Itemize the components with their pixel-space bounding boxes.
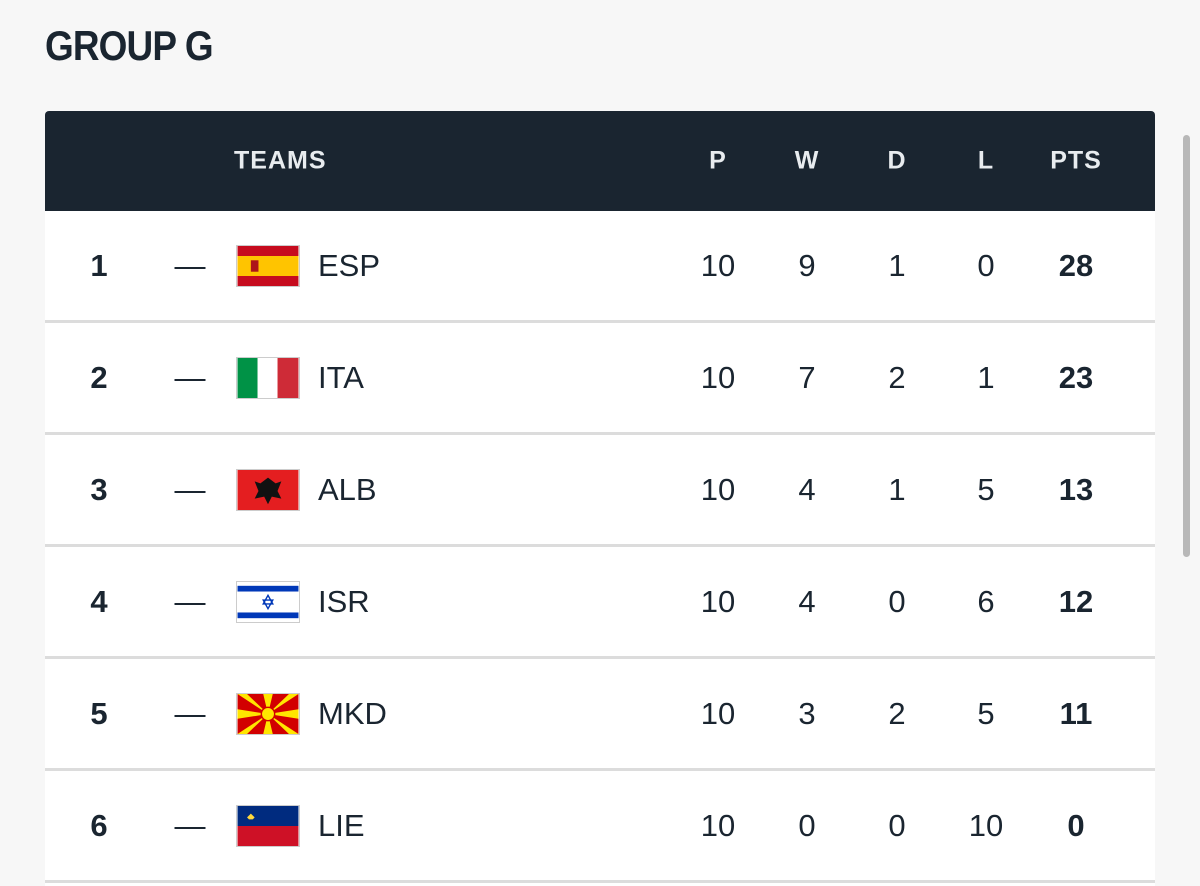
table-row: 1— ESP 10 9 1 0 28 [45,211,1155,323]
flag [236,245,300,287]
points: 23 [1058,360,1094,395]
movement: — [174,248,206,283]
played: 10 [700,472,736,507]
points: 11 [1059,696,1093,731]
flag [236,581,300,623]
table-row: 6 — LIE 10 0 0 10 0 [45,771,1155,883]
team: ALB [318,472,377,507]
flag [236,693,300,735]
column-header: D [887,146,907,175]
won: 0 [798,808,816,843]
drawn: 2 [888,360,906,395]
lost: 1 [977,360,995,395]
movement: — [174,472,206,507]
movement: — [174,696,206,731]
team: ISR [318,584,370,619]
movement: — [174,584,206,619]
points: 28 [1058,248,1094,283]
team: ESP [318,248,381,283]
drawn: 0 [888,584,906,619]
drawn: 1 [888,248,906,283]
column-header: P [709,146,727,175]
played: 10 [700,584,736,619]
flag [236,805,300,847]
drawn: 0 [888,808,906,843]
table-row: 2 — ITA 10 7 2 1 23 [45,323,1155,435]
lost: 5 [977,472,995,507]
lost: 0 [977,248,995,283]
flag [236,469,300,511]
played: 10 [700,360,736,395]
played: 10 [700,248,736,283]
column-header: TEAMS [234,146,327,175]
rank: 3 [90,472,108,507]
won: 7 [798,360,816,395]
table-row: 3 — ALB 10 4 1 5 13 [45,435,1155,547]
won: 3 [798,696,816,731]
points: 12 [1058,584,1094,619]
won: 9 [798,248,816,283]
won: 4 [798,584,816,619]
won: 4 [798,472,816,507]
movement: — [174,360,206,395]
column-header: W [794,146,820,175]
flag [236,357,300,399]
drawn: 2 [888,696,906,731]
rank: 5 [90,696,108,731]
lost: 6 [977,584,995,619]
lost: 10 [968,808,1004,843]
group-title: GROUP G [45,22,214,69]
rank: 1 [90,248,108,283]
table-row: 5 — MKD 10 3 2 5 11 [45,659,1155,771]
standings-table: TEAMS P W D L PTS 1— ESP 10 9 1 0 28 2— ITA 10 7 2 1 23 3— A… [45,111,1155,886]
table-row: 4 — ISR 10 4 0 6 12 [45,547,1155,659]
rank: 2 [90,360,108,395]
movement: — [174,808,206,843]
played: 10 [700,808,736,843]
rank: 4 [90,584,108,619]
points: 0 [1067,808,1085,843]
scrollbar [1183,135,1190,557]
rank: 6 [90,808,108,843]
team: ITA [318,360,364,395]
lost: 5 [977,696,995,731]
column-header: L [977,146,995,175]
column-header: PTS [1050,146,1102,175]
team: MKD [318,696,387,731]
played: 10 [700,696,736,731]
team: LIE [318,808,365,843]
points: 13 [1058,472,1094,507]
drawn: 1 [888,472,906,507]
table-header: TEAMS P W D L PTS [45,111,1155,211]
